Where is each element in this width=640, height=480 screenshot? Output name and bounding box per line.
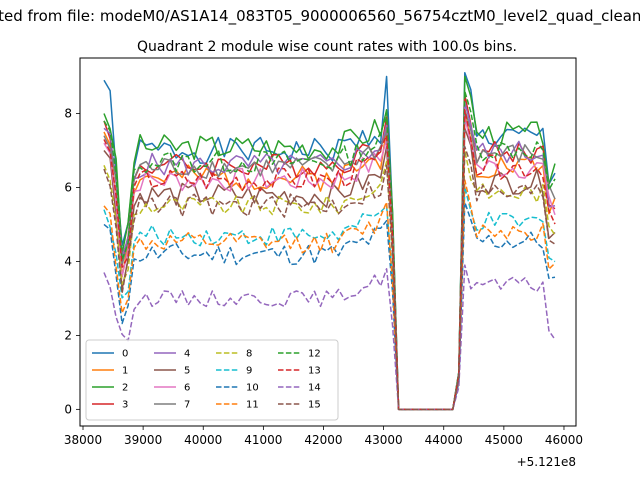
x-tick-label: 44000 bbox=[425, 433, 463, 447]
x-tick-label: 39000 bbox=[124, 433, 162, 447]
y-tick-label: 0 bbox=[64, 402, 72, 416]
series-line-4 bbox=[103, 101, 556, 411]
legend-box bbox=[85, 339, 339, 421]
x-tick-label: 38000 bbox=[64, 433, 102, 447]
legend-label-7: 7 bbox=[184, 400, 190, 411]
legend-label-0: 0 bbox=[122, 349, 128, 360]
legend-label-2: 2 bbox=[122, 383, 128, 394]
legend-label-10: 10 bbox=[246, 383, 259, 394]
legend-label-9: 9 bbox=[246, 366, 252, 377]
axes-frame bbox=[79, 57, 577, 427]
legend-label-12: 12 bbox=[308, 349, 321, 360]
series-line-10 bbox=[103, 201, 556, 411]
legend-label-3: 3 bbox=[122, 400, 128, 411]
x-tick-label: 40000 bbox=[184, 433, 222, 447]
series-layer bbox=[103, 72, 556, 411]
x-tick-label: 43000 bbox=[365, 433, 403, 447]
legend-label-1: 1 bbox=[122, 366, 128, 377]
series-line-15 bbox=[103, 146, 556, 411]
series-line-2 bbox=[103, 75, 556, 411]
legend-label-14: 14 bbox=[308, 383, 321, 394]
x-tick-label: 46000 bbox=[545, 433, 583, 447]
x-tick-label: 45000 bbox=[485, 433, 523, 447]
x-tick-label: 42000 bbox=[304, 433, 342, 447]
x-offset-label: +5.121e8 bbox=[517, 455, 576, 469]
y-axis: 0 2 4 6 8 bbox=[64, 106, 80, 416]
y-tick-label: 8 bbox=[64, 106, 72, 120]
series-line-0 bbox=[103, 72, 556, 411]
x-axis: 38000 39000 40000 41000 42000 43000 44000 45000… bbox=[64, 426, 583, 447]
legend-label-11: 11 bbox=[246, 400, 259, 411]
figure-title: Plotted from file: modeM0/AS1A14_083T05_… bbox=[0, 7, 640, 26]
legend-label-5: 5 bbox=[184, 366, 190, 377]
plot-area: 38000 39000 40000 41000 42000 43000 44000 45000… bbox=[64, 57, 583, 469]
x-tick-label: 41000 bbox=[244, 433, 282, 447]
chart-title: Quadrant 2 module wise count rates with … bbox=[137, 39, 517, 55]
series-line-14 bbox=[103, 264, 556, 411]
series-line-12 bbox=[103, 90, 556, 411]
y-tick-label: 4 bbox=[64, 254, 72, 268]
series-line-13 bbox=[103, 109, 556, 411]
legend-label-6: 6 bbox=[184, 383, 190, 394]
y-tick-label: 2 bbox=[64, 328, 72, 342]
legend-label-8: 8 bbox=[246, 349, 252, 360]
series-line-9 bbox=[103, 186, 556, 411]
y-tick-label: 6 bbox=[64, 180, 72, 194]
legend-label-15: 15 bbox=[308, 400, 321, 411]
series-line-11 bbox=[103, 179, 556, 411]
series-line-6 bbox=[103, 116, 556, 411]
legend-label-13: 13 bbox=[308, 366, 321, 377]
legend-label-4: 4 bbox=[184, 349, 190, 360]
